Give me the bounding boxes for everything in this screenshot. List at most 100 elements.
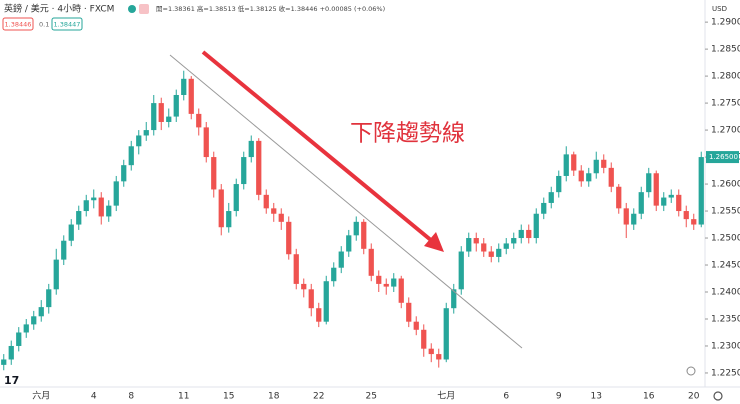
candle-body (173, 94, 179, 117)
y-tick-label: 1.23000 (711, 341, 740, 351)
x-tick-label: 16 (643, 392, 655, 402)
candle-body (61, 240, 67, 260)
y-tick-label: 1.23500 (711, 314, 740, 324)
x-tick-label: 11 (178, 392, 189, 402)
x-tick-label: 六月 (32, 390, 50, 402)
candle-body (406, 302, 412, 322)
arrow-head (424, 232, 444, 252)
x-tick-label: 25 (366, 392, 377, 402)
flag-icon (139, 4, 149, 14)
x-tick-label: 6 (503, 392, 509, 402)
candle-body (683, 211, 689, 220)
candle-body (346, 235, 352, 252)
candle-body (481, 243, 487, 252)
y-tick-label: 1.27000 (711, 126, 740, 136)
candle-body (646, 173, 652, 193)
candle-body (121, 165, 127, 182)
y-tick-label: 1.25500 (711, 207, 740, 217)
candle-body (158, 103, 164, 122)
candle-body (323, 281, 329, 322)
candle-body (68, 224, 74, 241)
candle-body (586, 173, 592, 182)
candle-body (248, 140, 254, 158)
candle-body (233, 184, 239, 212)
candle-body (338, 251, 344, 268)
ask: 1.38447 (54, 21, 81, 29)
candle-body (653, 173, 659, 206)
candle-body (556, 175, 562, 193)
y-tick-label: 1.27500 (711, 99, 740, 109)
x-tick-label: 9 (556, 392, 562, 402)
ohlc: 開=1.38361 高=1.38513 低=1.38125 收=1.38446 … (156, 4, 385, 13)
candle-body (308, 289, 314, 309)
x-tick-label: 22 (313, 392, 324, 402)
candle-body (128, 146, 134, 166)
candle-body (293, 254, 299, 284)
symbol: 英鎊 / 美元 · 4小時 · FXCM (4, 3, 114, 15)
candle-body (511, 238, 517, 244)
candle-body (503, 243, 509, 249)
candle-body (451, 289, 457, 309)
ask-box[interactable] (51, 17, 83, 31)
candle-body (166, 116, 172, 122)
candle-body (143, 130, 149, 136)
annotation: 下降趨勢線 (350, 121, 465, 147)
candle-body (286, 221, 292, 255)
candle-body (218, 189, 224, 228)
candle-body (8, 345, 14, 360)
candle-body (271, 208, 277, 214)
axes: 1.22500 1.23000 1.23500 1.24000 1.24500 1.250… (32, 18, 740, 402)
logo: 17 (4, 374, 19, 387)
candle-body (31, 316, 37, 325)
settings-icon[interactable] (713, 391, 723, 401)
plot-area (1, 70, 704, 371)
candle-body (16, 332, 22, 346)
y-tick-label: 1.28000 (711, 72, 740, 82)
bid: 1.38446 (5, 21, 32, 29)
status-dot (128, 5, 136, 13)
candle-body (278, 213, 284, 222)
candle-body (691, 219, 697, 225)
candle-body (541, 202, 547, 214)
bid-box[interactable] (2, 17, 34, 31)
candle-body (398, 278, 404, 303)
candle-body (1, 359, 7, 365)
candle-body (301, 283, 307, 290)
x-tick-label: 13 (591, 392, 602, 402)
candle-body (391, 278, 397, 287)
candle-body (136, 135, 142, 147)
x-tick-label: 七月 (437, 391, 455, 402)
candle-body (661, 197, 667, 206)
candle-body (383, 283, 389, 287)
scroll-icon[interactable] (686, 366, 696, 376)
candle-body (151, 103, 157, 131)
x-tick-label: 4 (91, 392, 97, 402)
candle-body (113, 181, 119, 206)
candle-body (421, 329, 427, 349)
currency: USD (712, 5, 727, 13)
candle-body (436, 354, 442, 360)
candle-body (188, 78, 194, 114)
y-tick-label: 1.24500 (711, 261, 740, 271)
candle-body (571, 154, 577, 171)
candle-body (526, 229, 532, 239)
candle-body (443, 308, 449, 360)
candle-body (518, 229, 524, 239)
candle-body (181, 78, 187, 95)
candle-body (466, 238, 472, 252)
candle-body (83, 200, 89, 212)
x-tick-label: 15 (223, 392, 234, 402)
candle-body (353, 221, 359, 236)
y-tick-label: 1.28500 (711, 45, 740, 55)
candle-body (593, 159, 599, 174)
x-tick-label: 18 (268, 392, 280, 402)
candle-body (263, 194, 269, 209)
arrow-shaft (201, 50, 434, 243)
candle-body (488, 251, 494, 257)
y-tick-label: 1.25000 (711, 234, 740, 244)
candle-body (23, 324, 29, 333)
candle-body (361, 221, 367, 249)
